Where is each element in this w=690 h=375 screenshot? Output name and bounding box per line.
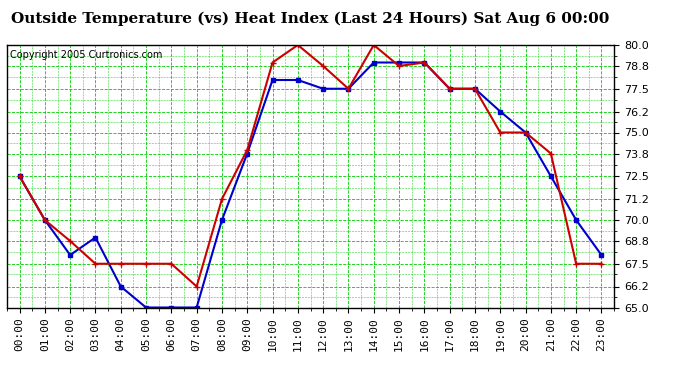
Text: Copyright 2005 Curtronics.com: Copyright 2005 Curtronics.com: [10, 50, 162, 60]
Text: Outside Temperature (vs) Heat Index (Last 24 Hours) Sat Aug 6 00:00: Outside Temperature (vs) Heat Index (Las…: [11, 11, 610, 26]
